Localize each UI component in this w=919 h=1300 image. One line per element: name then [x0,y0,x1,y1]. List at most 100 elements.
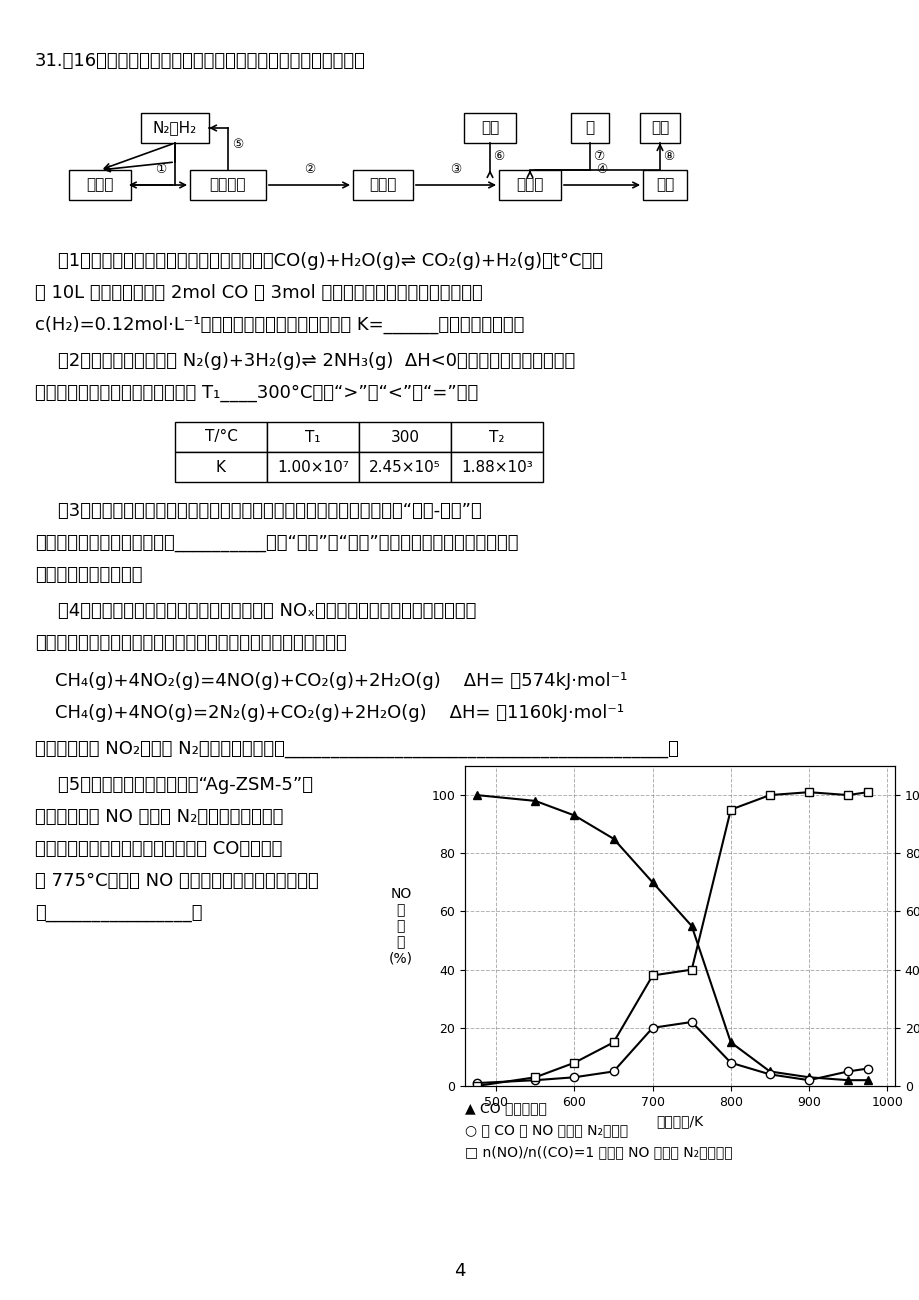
Bar [267,422,358,452]
Line: CO 剩余百分率: CO 剩余百分率 [472,790,871,1084]
CO 剩余百分率 [724,1035,735,1050]
n(NO)/n((CO)=1 条件下 NO 转化为 N₂的转化率 [764,788,775,803]
Text: 催化剂，测将 NO 转化为 N₂的转化率随温度变: 催化剂，测将 NO 转化为 N₂的转化率随温度变 [35,809,283,826]
Text: 4: 4 [454,1262,465,1280]
Bar [463,113,516,143]
Y-axis label: NO
转
化
率
(%): NO 转 化 率 (%) [389,887,413,966]
无 CO 时 NO 转化为 N₂的产率 [724,1054,735,1070]
Text: 氨分离器: 氨分离器 [210,178,246,192]
Bar [498,170,561,200]
X-axis label: 反应温度/K: 反应温度/K [656,1114,703,1128]
Text: 反应的电极反应式为。: 反应的电极反应式为。 [35,566,142,584]
n(NO)/n((CO)=1 条件下 NO 转化为 N₂的转化率 [471,1078,482,1093]
Text: 31.（16分）工业合成氨与制备硒酸一般可连续生产，流程如下：: 31.（16分）工业合成氨与制备硒酸一般可连续生产，流程如下： [35,52,366,70]
Text: ②: ② [303,162,315,176]
Text: 2.45×10⁵: 2.45×10⁵ [369,459,440,474]
CO 剩余百分率 [529,793,540,809]
Bar [267,452,358,482]
Text: 在 10L 密闭容器中充入 2mol CO 和 3mol 水蒸气。反应建立平衡后，体系中: 在 10L 密闭容器中充入 2mol CO 和 3mol 水蒸气。反应建立平衡后… [35,283,482,302]
Line: n(NO)/n((CO)=1 条件下 NO 转化为 N₂的转化率: n(NO)/n((CO)=1 条件下 NO 转化为 N₂的转化率 [472,788,871,1091]
Text: 燃料气体中的甲烷等将氮的氧化物还原为氮气和水，反应机理为：: 燃料气体中的甲烷等将氮的氧化物还原为氮气和水，反应机理为： [35,634,346,653]
Text: ▲ CO 剩余百分率: ▲ CO 剩余百分率 [464,1101,546,1115]
无 CO 时 NO 转化为 N₂的产率 [568,1070,579,1085]
Bar [642,170,686,200]
Text: ①: ① [154,162,166,176]
Text: （2）合成塔中发生反应 N₂(g)+3H₂(g)⇌ 2NH₃(g)  ΔH<0。下表为不同温度下该反: （2）合成塔中发生反应 N₂(g)+3H₂(g)⇌ 2NH₃(g) ΔH<0。下… [35,352,574,370]
Text: ○ 无 CO 时 NO 转化为 N₂的产率: ○ 无 CO 时 NO 转化为 N₂的产率 [464,1123,628,1138]
Text: c(H₂)=0.12mol·L⁻¹。则该温度下此反应的平衡常数 K=______（填计算结果）。: c(H₂)=0.12mol·L⁻¹。则该温度下此反应的平衡常数 K=______… [35,316,524,334]
Bar [571,113,608,143]
无 CO 时 NO 转化为 N₂的产率 [471,1075,482,1091]
CO 剩余百分率 [861,1072,872,1088]
Text: T₂: T₂ [489,429,505,445]
无 CO 时 NO 转化为 N₂的产率 [764,1066,775,1082]
无 CO 时 NO 转化为 N₂的产率 [607,1063,618,1079]
CO 剩余百分率 [802,1070,813,1085]
Text: 合成塔: 合成塔 [86,178,114,192]
无 CO 时 NO 转化为 N₂的产率 [861,1061,872,1076]
Bar [175,422,267,452]
n(NO)/n((CO)=1 条件下 NO 转化为 N₂的转化率 [842,788,853,803]
n(NO)/n((CO)=1 条件下 NO 转化为 N₂的转化率 [861,784,872,800]
无 CO 时 NO 转化为 N₂的产率 [842,1063,853,1079]
Line: 无 CO 时 NO 转化为 N₂的产率: 无 CO 时 NO 转化为 N₂的产率 [472,1018,871,1087]
CO 剩余百分率 [842,1072,853,1088]
CO 剩余百分率 [607,831,618,846]
Text: 化情况如右图。据图分析，若不使用 CO，温度超: 化情况如右图。据图分析，若不使用 CO，温度超 [35,840,282,858]
Bar [450,422,542,452]
Text: 硒酸: 硒酸 [655,178,674,192]
Bar [450,452,542,482]
Text: T/°C: T/°C [204,429,237,445]
Text: ④: ④ [596,162,607,176]
n(NO)/n((CO)=1 条件下 NO 转化为 N₂的转化率 [568,1054,579,1070]
Text: 1.00×10⁷: 1.00×10⁷ [277,459,348,474]
Text: CH₄(g)+4NO₂(g)=4NO(g)+CO₂(g)+2H₂O(g)    ΔH= －574kJ·mol⁻¹: CH₄(g)+4NO₂(g)=4NO(g)+CO₂(g)+2H₂O(g) ΔH=… [55,672,627,690]
Text: ⑥: ⑥ [493,150,504,162]
无 CO 时 NO 转化为 N₂的产率 [802,1072,813,1088]
Text: （1）工业生产时，制取氢气的一个反应为：CO(g)+H₂O(g)⇌ CO₂(g)+H₂(g)。t°C时，: （1）工业生产时，制取氢气的一个反应为：CO(g)+H₂O(g)⇌ CO₂(g)… [35,252,602,270]
Bar [190,170,266,200]
Text: 吸收塔: 吸收塔 [516,178,543,192]
Text: ③: ③ [450,162,461,176]
Bar [353,170,413,200]
Text: 为________________；: 为________________； [35,903,202,922]
CO 剩余百分率 [471,788,482,803]
n(NO)/n((CO)=1 条件下 NO 转化为 N₂的转化率 [529,1070,540,1085]
Bar [141,113,209,143]
无 CO 时 NO 转化为 N₂的产率 [529,1072,540,1088]
Text: 氧化炉: 氧化炉 [369,178,396,192]
n(NO)/n((CO)=1 条件下 NO 转化为 N₂的转化率 [724,802,735,818]
Text: □ n(NO)/n((CO)=1 条件下 NO 转化为 N₂的转化率: □ n(NO)/n((CO)=1 条件下 NO 转化为 N₂的转化率 [464,1145,732,1160]
n(NO)/n((CO)=1 条件下 NO 转化为 N₂的转化率 [646,967,657,983]
Text: 则甲烷直接将 NO₂还原为 N₂的热化学方程式为__________________________________________。: 则甲烷直接将 NO₂还原为 N₂的热化学方程式为________________… [35,740,678,758]
Bar [358,422,450,452]
Text: 过 775°C，发现 NO 的转化率降低，其可能的原因: 过 775°C，发现 NO 的转化率降低，其可能的原因 [35,872,318,891]
CO 剩余百分率 [764,1063,775,1079]
Text: 应的平衡常数。由此可推知，表中 T₁____300°C（填“>”、“<”或“=”）。: 应的平衡常数。由此可推知，表中 T₁____300°C（填“>”、“<”或“=”… [35,384,478,402]
Text: 空气: 空气 [481,121,499,135]
Text: 水: 水 [584,121,594,135]
Text: （4）用氨气氧化可以生产硒酸，但尾气中的 NOₓ会污染空气。目前科学家探索利用: （4）用氨气氧化可以生产硒酸，但尾气中的 NOₓ会污染空气。目前科学家探索利用 [35,602,476,620]
Text: ⑦: ⑦ [593,150,604,162]
Text: T₁: T₁ [305,429,321,445]
Text: （3）氨气在纯氧中燃烧生成一种单质和水，科学家利用此原理，设计成“氨气-氧气”燃: （3）氨气在纯氧中燃烧生成一种单质和水，科学家利用此原理，设计成“氨气-氧气”燃 [35,502,482,520]
CO 剩余百分率 [568,807,579,823]
CO 剩余百分率 [646,875,657,891]
无 CO 时 NO 转化为 N₂的产率 [646,1020,657,1036]
n(NO)/n((CO)=1 条件下 NO 转化为 N₂的转化率 [686,962,697,978]
Text: ⑧: ⑧ [663,150,674,162]
Text: ⑤: ⑤ [232,138,243,151]
无 CO 时 NO 转化为 N₂的产率 [686,1014,697,1030]
Bar [69,170,130,200]
n(NO)/n((CO)=1 条件下 NO 转化为 N₂的转化率 [607,1035,618,1050]
Text: 尾气: 尾气 [650,121,668,135]
Bar [640,113,679,143]
CO 剩余百分率 [686,918,697,933]
Text: K: K [216,459,226,474]
Text: CH₄(g)+4NO(g)=2N₂(g)+CO₂(g)+2H₂O(g)    ΔH= －1160kJ·mol⁻¹: CH₄(g)+4NO(g)=2N₂(g)+CO₂(g)+2H₂O(g) ΔH= … [55,705,623,722]
Text: N₂、H₂: N₂、H₂ [153,121,197,135]
Bar [175,452,267,482]
n(NO)/n((CO)=1 条件下 NO 转化为 N₂的转化率 [802,784,813,800]
Text: 1.88×10³: 1.88×10³ [460,459,532,474]
Text: 300: 300 [390,429,419,445]
